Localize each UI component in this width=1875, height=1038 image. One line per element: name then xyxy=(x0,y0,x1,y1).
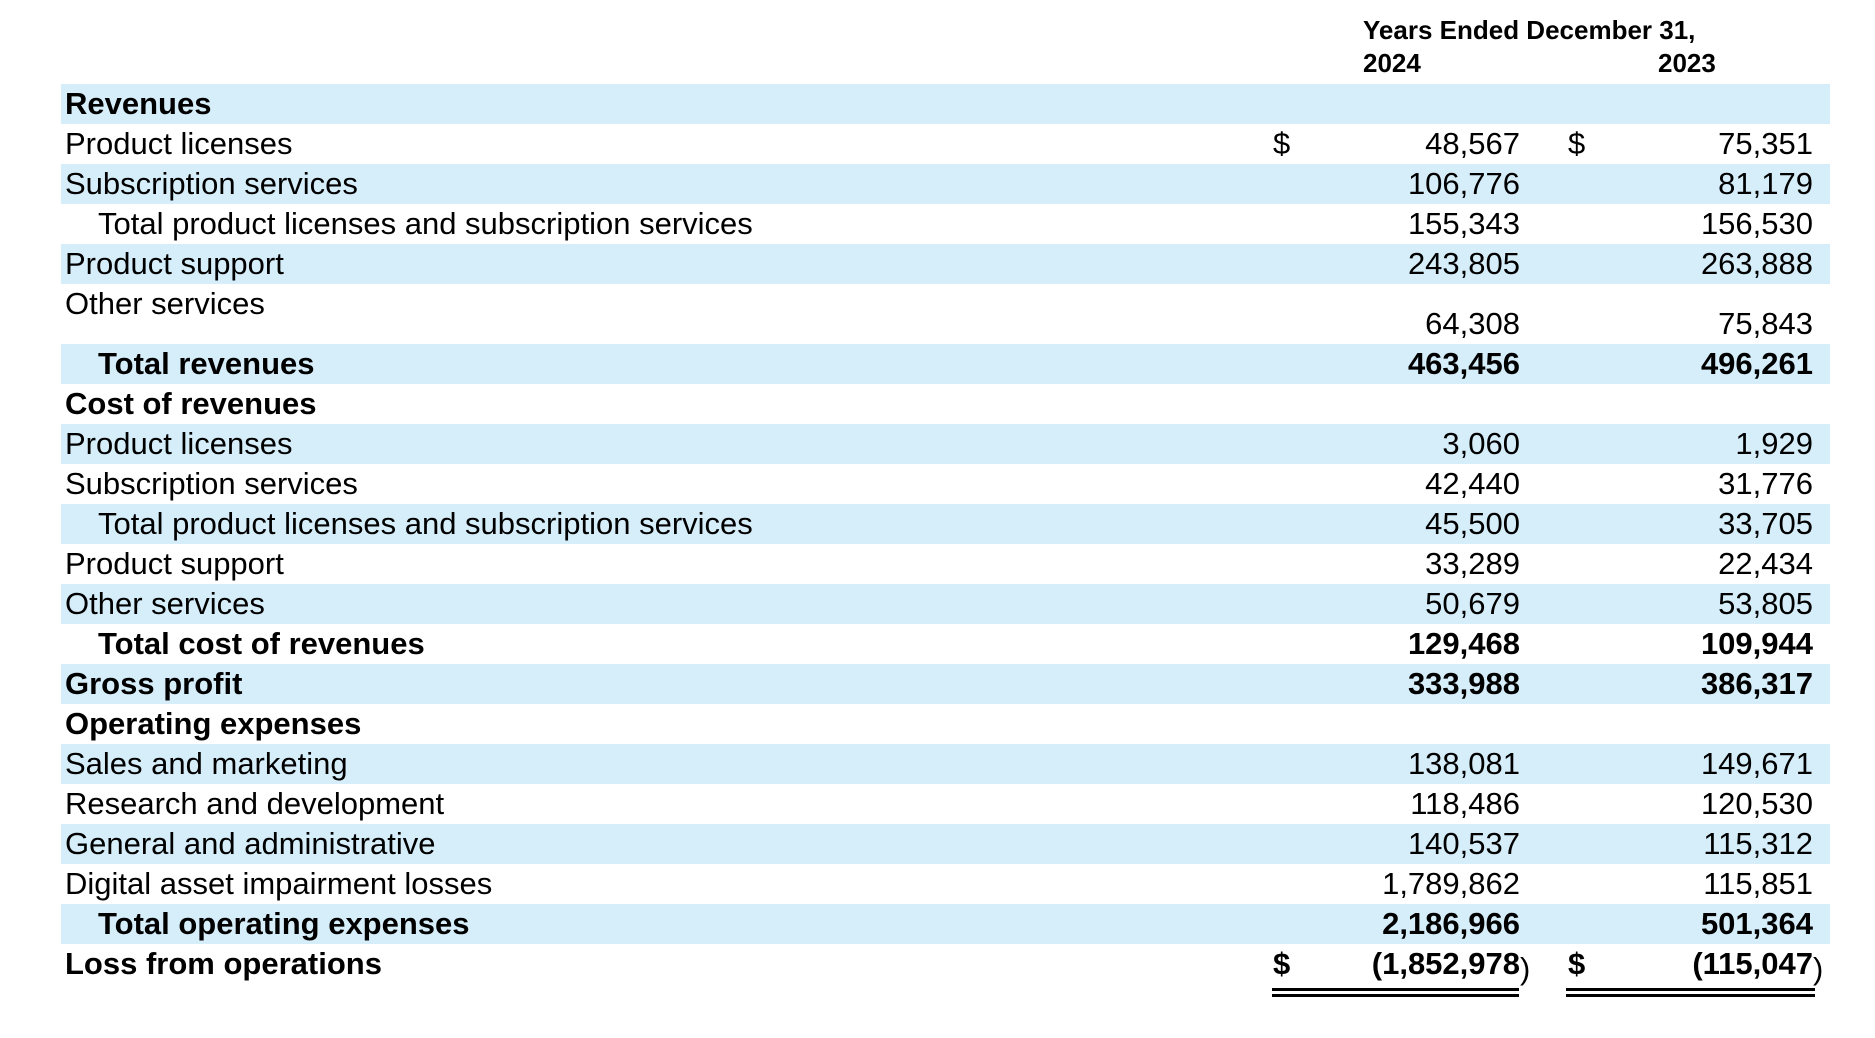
total-row: Total operating expenses 2,186,966 501,3… xyxy=(61,904,1830,944)
table-row: Subscription services 106,776 81,179 xyxy=(61,164,1830,204)
currency-symbol: $ xyxy=(1568,946,1586,981)
table-row: Other services 50,679 53,805 xyxy=(61,584,1830,624)
value-2023: 75,843 xyxy=(1718,306,1813,341)
value-2023: (115,047 xyxy=(1692,946,1813,981)
value-2024: 138,081 xyxy=(1407,746,1520,781)
value-2024: 140,537 xyxy=(1407,826,1520,861)
value-2024: 48,567 xyxy=(1425,126,1520,161)
column-header-2024: 2024 xyxy=(1363,48,1421,78)
total-row: Gross profit 333,988 386,317 xyxy=(61,664,1830,704)
table-row: Sales and marketing 138,081 149,671 xyxy=(61,744,1830,784)
table-row: Total product licenses and subscription … xyxy=(61,204,1830,244)
row-label: Total product licenses and subscription … xyxy=(98,206,753,241)
table-row: Other services 64,308 75,843 xyxy=(61,284,1830,344)
value-2024: 243,805 xyxy=(1407,246,1520,281)
total-row: Total revenues 463,456 496,261 xyxy=(61,344,1830,384)
table-row: Digital asset impairment losses 1,789,86… xyxy=(61,864,1830,904)
section-header-operating-expenses: Operating expenses xyxy=(61,704,1830,744)
value-2023: 1,929 xyxy=(1735,426,1813,461)
row-label: Other services xyxy=(65,586,265,621)
value-2024: 2,186,966 xyxy=(1382,906,1520,941)
double-underline-2024 xyxy=(1272,988,1519,997)
value-2023: 33,705 xyxy=(1718,506,1813,541)
row-label: Cost of revenues xyxy=(65,386,317,421)
table-row: Product licenses $ 48,567 $ 75,351 xyxy=(61,124,1830,164)
value-2024: 50,679 xyxy=(1425,586,1520,621)
row-label: Other services xyxy=(65,286,265,321)
closing-paren: ) xyxy=(1520,951,1531,986)
value-2024: 333,988 xyxy=(1407,666,1520,701)
value-2024: 118,486 xyxy=(1410,786,1520,821)
row-label: Sales and marketing xyxy=(65,746,348,781)
row-label: Subscription services xyxy=(65,466,358,501)
table-row: Research and development 118,486 120,530 xyxy=(61,784,1830,824)
column-header-title: Years Ended December 31, xyxy=(1363,15,1696,45)
row-label: Total operating expenses xyxy=(98,906,470,941)
value-2023: 501,364 xyxy=(1700,906,1813,941)
table-row: Product licenses 3,060 1,929 xyxy=(61,424,1830,464)
value-2023: 53,805 xyxy=(1718,586,1813,621)
value-2023: 120,530 xyxy=(1700,786,1813,821)
table-row: Product support 243,805 263,888 xyxy=(61,244,1830,284)
value-2023: 81,179 xyxy=(1718,166,1813,201)
value-2024: 3,060 xyxy=(1442,426,1520,461)
row-label: Total cost of revenues xyxy=(98,626,425,661)
closing-paren: ) xyxy=(1813,951,1824,986)
value-2023: 156,530 xyxy=(1700,206,1813,241)
value-2024: 64,308 xyxy=(1425,306,1520,341)
currency-symbol: $ xyxy=(1273,946,1291,981)
column-header-2023: 2023 xyxy=(1658,48,1716,78)
row-label: Product licenses xyxy=(65,126,293,161)
row-label: Product support xyxy=(65,246,284,281)
value-2024: 1,789,862 xyxy=(1382,866,1520,901)
row-label: Product support xyxy=(65,546,284,581)
double-underline-2023 xyxy=(1566,988,1815,997)
row-label: Operating expenses xyxy=(65,706,362,741)
currency-symbol: $ xyxy=(1568,126,1586,161)
table-row: Subscription services 42,440 31,776 xyxy=(61,464,1830,504)
section-header-revenues: Revenues xyxy=(61,84,1830,124)
row-label: Digital asset impairment losses xyxy=(65,866,493,901)
row-label: Product licenses xyxy=(65,426,293,461)
row-label: Research and development xyxy=(65,786,445,821)
value-2024: 42,440 xyxy=(1425,466,1520,501)
row-label: Total revenues xyxy=(98,346,315,381)
table-row: Total product licenses and subscription … xyxy=(61,504,1830,544)
table-row: Product support 33,289 22,434 xyxy=(61,544,1830,584)
row-label: Revenues xyxy=(65,86,212,121)
value-2024: 33,289 xyxy=(1425,546,1520,581)
currency-symbol: $ xyxy=(1273,126,1291,161)
row-label: Gross profit xyxy=(65,666,243,701)
value-2023: 115,851 xyxy=(1703,866,1813,901)
value-2024: 155,343 xyxy=(1407,206,1520,241)
value-2023: 75,351 xyxy=(1718,126,1813,161)
value-2023: 386,317 xyxy=(1700,666,1813,701)
value-2023: 263,888 xyxy=(1700,246,1813,281)
value-2023: 149,671 xyxy=(1700,746,1813,781)
value-2024: (1,852,978 xyxy=(1371,946,1520,981)
value-2023: 22,434 xyxy=(1718,546,1813,581)
table-row: General and administrative 140,537 115,3… xyxy=(61,824,1830,864)
value-2024: 106,776 xyxy=(1407,166,1520,201)
value-2023: 31,776 xyxy=(1718,466,1813,501)
value-2023: 109,944 xyxy=(1700,626,1813,661)
row-label: Loss from operations xyxy=(65,946,382,981)
row-label: Subscription services xyxy=(65,166,358,201)
row-label: Total product licenses and subscription … xyxy=(98,506,753,541)
value-2023: 496,261 xyxy=(1700,346,1813,381)
value-2024: 45,500 xyxy=(1425,506,1520,541)
section-header-cost-of-revenues: Cost of revenues xyxy=(61,384,1830,424)
total-row: Loss from operations $ (1,852,978 ) $ (1… xyxy=(61,944,1830,986)
row-label: General and administrative xyxy=(65,826,436,861)
value-2024: 129,468 xyxy=(1407,626,1520,661)
value-2024: 463,456 xyxy=(1407,346,1520,381)
value-2023: 115,312 xyxy=(1703,826,1813,861)
total-row: Total cost of revenues 129,468 109,944 xyxy=(61,624,1830,664)
